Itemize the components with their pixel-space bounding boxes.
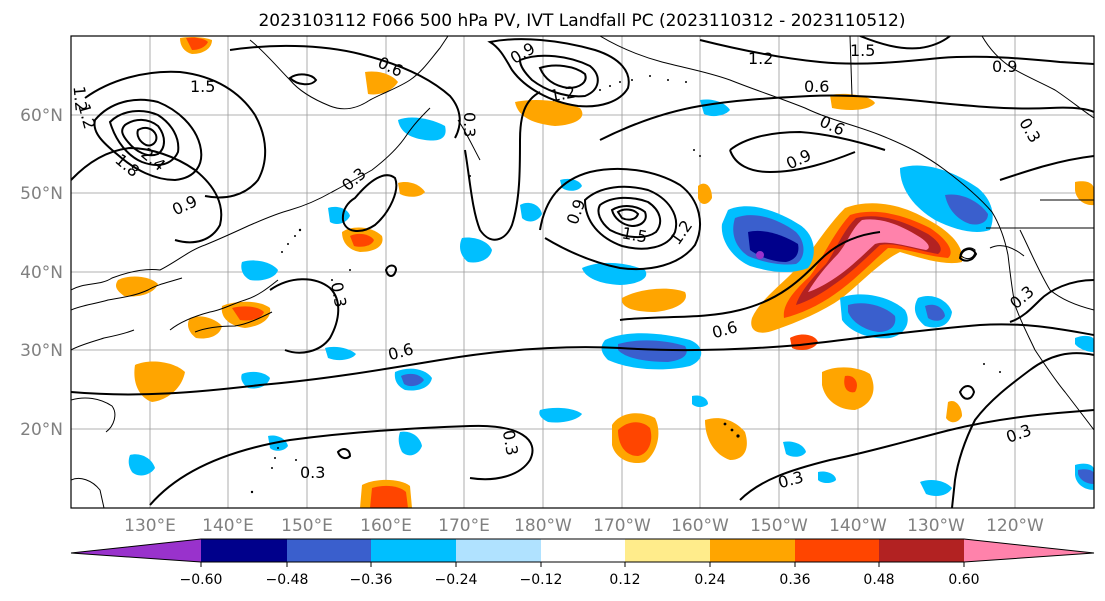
- contour-label: 0.3: [460, 112, 479, 137]
- colorbar-seg-3: [371, 539, 456, 562]
- lat-axis: 60°N 50°N 40°N 30°N 20°N: [20, 106, 63, 440]
- contour-label: 0.3: [327, 281, 350, 309]
- colorbar-tick-label: −0.24: [435, 572, 478, 588]
- colorbar-seg-1: [201, 539, 287, 562]
- contour-label: 1.5: [620, 223, 648, 246]
- lat-label: 20°N: [20, 420, 63, 440]
- contour-label: 0.3: [499, 429, 522, 457]
- map-area: 1.2 1.5 0.6 0.9 1.2 1.2 1.5 0.9 0.6 0.6 …: [70, 36, 1094, 508]
- lon-label: 130°E: [124, 516, 176, 536]
- colorbar-seg-9: [879, 539, 964, 562]
- colorbar-tick-label: −0.60: [180, 572, 223, 588]
- colorbar-seg-0: [71, 539, 201, 562]
- colorbar-tick-label: 0.48: [863, 572, 894, 588]
- islands: [250, 75, 1001, 494]
- contour-label: 1.5: [850, 41, 875, 60]
- colorbar: −0.60 −0.48 −0.36 −0.24 −0.12 0.12 0.24 …: [70, 538, 1095, 588]
- lon-label: 140°E: [202, 516, 254, 536]
- colorbar-tick-label: −0.12: [520, 572, 563, 588]
- lat-label: 60°N: [20, 106, 63, 126]
- lon-label: 160°E: [360, 516, 412, 536]
- pv-contours: [71, 36, 1094, 508]
- colorbar-seg-7: [710, 539, 795, 562]
- colorbar-tick-label: −0.48: [266, 572, 309, 588]
- contour-label: 1.5: [190, 77, 215, 96]
- lat-label: 50°N: [20, 184, 63, 204]
- pc-fill-shading: [116, 36, 1094, 508]
- lat-label: 30°N: [20, 341, 63, 361]
- coastlines: [71, 36, 1094, 508]
- map-title: 2023103112 F066 500 hPa PV, IVT Landfall…: [258, 11, 905, 31]
- lon-label: 150°W: [750, 516, 808, 536]
- lon-label: 170°E: [438, 516, 490, 536]
- colorbar-tick-label: −0.36: [350, 572, 393, 588]
- colorbar-seg-8: [795, 539, 879, 562]
- colorbar-tick-label: 0.12: [609, 572, 640, 588]
- colorbar-tick-label: 0.60: [948, 572, 979, 588]
- contour-label: 0.9: [992, 57, 1017, 76]
- colorbar-seg-6: [625, 539, 710, 562]
- contour-label: 1.2: [748, 49, 773, 68]
- lon-label: 160°W: [671, 516, 729, 536]
- lon-label: 150°E: [281, 516, 333, 536]
- lat-label: 40°N: [20, 263, 63, 283]
- contour-label: 0.3: [300, 463, 325, 482]
- contour-label: 0.6: [804, 77, 829, 96]
- colorbar-seg-10: [964, 539, 1094, 562]
- lon-label: 180°W: [514, 516, 572, 536]
- contour-label: 1.2: [549, 82, 577, 105]
- colorbar-seg-2: [287, 539, 371, 562]
- colorbar-seg-5: [541, 539, 625, 562]
- colorbar-seg-4: [456, 539, 541, 562]
- lon-label: 140°W: [829, 516, 887, 536]
- contour-label: 1.2: [70, 85, 91, 112]
- colorbar-tick-label: 0.24: [694, 572, 725, 588]
- lon-label: 130°W: [907, 516, 965, 536]
- map-frame: [70, 35, 1095, 509]
- lon-axis: 130°E 140°E 150°E 160°E 170°E 180°W 170°…: [124, 516, 1044, 536]
- lon-label: 170°W: [593, 516, 651, 536]
- colorbar-tick-label: 0.36: [779, 572, 810, 588]
- lon-label: 120°W: [986, 516, 1044, 536]
